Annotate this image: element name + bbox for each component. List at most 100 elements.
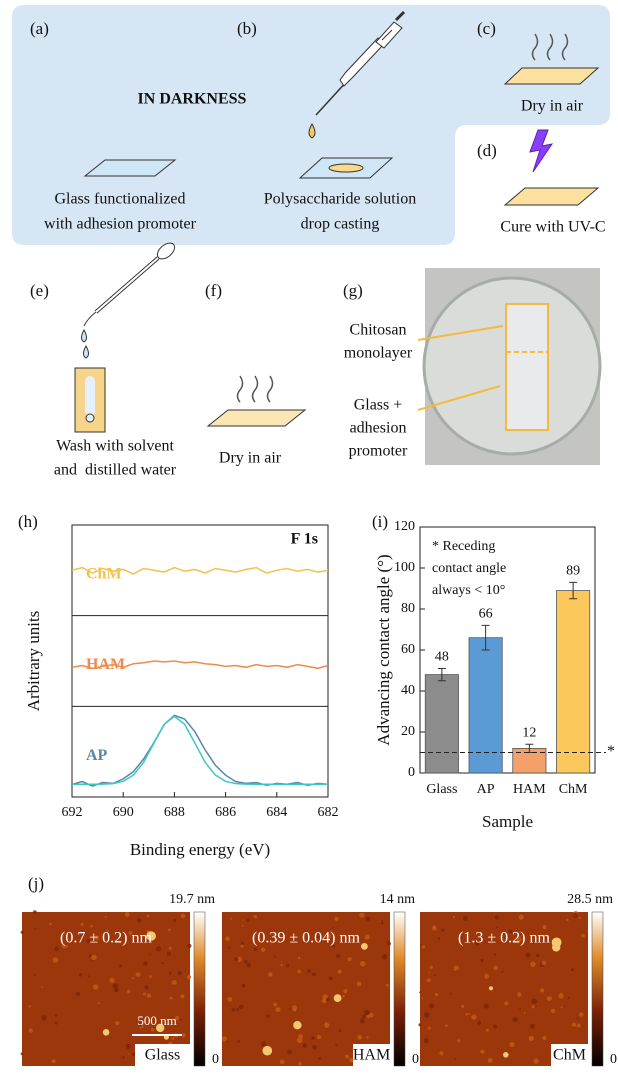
legend-label: HAM xyxy=(86,656,125,673)
afm-texture xyxy=(329,977,333,981)
afm-texture xyxy=(342,995,345,998)
caption: Glass functionalized xyxy=(54,191,185,208)
afm-texture xyxy=(428,972,430,974)
panel-label: (f) xyxy=(205,281,222,300)
afm-feature xyxy=(361,943,368,950)
afm-texture xyxy=(267,1014,270,1017)
annotation: Glass + xyxy=(354,397,403,414)
afm-texture xyxy=(254,948,257,951)
afm-texture xyxy=(422,997,424,999)
panel-label: (d) xyxy=(477,141,497,160)
afm-texture xyxy=(484,1004,489,1009)
bar xyxy=(557,591,590,773)
afm-texture xyxy=(182,1033,186,1037)
annotation: promoter xyxy=(349,443,408,460)
afm-feature xyxy=(503,1052,509,1058)
afm-texture xyxy=(536,954,539,957)
afm-texture xyxy=(254,915,257,918)
afm-texture xyxy=(445,1024,448,1027)
solution-drop xyxy=(329,164,363,172)
color-bar xyxy=(592,912,603,1066)
caption: drop casting xyxy=(301,216,380,233)
x-tick-label: ChM xyxy=(559,782,588,797)
panel-label: (g) xyxy=(343,281,363,300)
value-label: 89 xyxy=(566,564,580,579)
roughness: (0.7 ± 0.2) nm xyxy=(60,930,152,947)
afm-texture xyxy=(222,1037,227,1042)
solvent xyxy=(85,376,95,416)
color-bar-max: 14 nm xyxy=(380,892,416,907)
afm-texture xyxy=(365,935,370,940)
afm-texture xyxy=(273,1003,277,1007)
afm-texture xyxy=(41,987,43,989)
drop xyxy=(84,346,89,358)
drop xyxy=(82,330,87,342)
x-axis-label: Sample xyxy=(482,812,533,831)
afm-texture xyxy=(540,988,544,992)
y-tick-label: 120 xyxy=(394,519,415,534)
afm-texture xyxy=(535,1005,537,1007)
afm-texture xyxy=(90,925,93,928)
afm-texture xyxy=(524,1012,526,1014)
afm-texture xyxy=(276,1007,281,1012)
afm-texture xyxy=(454,965,459,970)
afm-texture xyxy=(237,1040,240,1043)
spectrum-line xyxy=(72,716,328,784)
afm-texture xyxy=(465,1013,467,1015)
panel-label: (j) xyxy=(28,874,44,893)
afm-texture xyxy=(513,1017,518,1022)
afm-texture xyxy=(168,929,171,932)
afm-texture xyxy=(317,1035,321,1039)
afm-texture xyxy=(122,1056,124,1058)
annotation: always < 10° xyxy=(432,583,505,598)
color-bar-max: 19.7 nm xyxy=(169,892,215,907)
reference-label: * xyxy=(607,743,615,760)
afm-texture xyxy=(435,993,438,996)
afm-texture xyxy=(147,993,151,997)
afm-texture xyxy=(170,997,173,1000)
afm-texture xyxy=(457,1039,460,1042)
afm-texture xyxy=(81,923,84,926)
sample-label: HAM xyxy=(353,1047,390,1064)
afm-texture xyxy=(542,925,546,929)
afm-feature xyxy=(263,1046,273,1056)
afm-texture xyxy=(149,975,152,978)
afm-texture xyxy=(369,1013,373,1017)
afm-texture xyxy=(504,1001,508,1005)
afm-texture xyxy=(21,931,24,934)
afm-texture xyxy=(280,964,282,966)
afm-texture xyxy=(387,942,391,946)
x-tick-label: 686 xyxy=(215,805,236,820)
afm-feature xyxy=(334,994,342,1002)
afm-texture xyxy=(287,1050,292,1055)
afm-texture xyxy=(307,969,311,973)
afm-texture xyxy=(478,1021,482,1025)
afm-texture xyxy=(247,963,251,967)
afm-texture xyxy=(144,985,148,989)
color-bar-min: 0 xyxy=(212,1052,219,1067)
afm-texture xyxy=(187,944,191,948)
afm-texture xyxy=(303,1043,307,1047)
afm-texture xyxy=(297,1037,303,1043)
y-tick-label: 100 xyxy=(394,560,415,575)
afm-texture xyxy=(577,1024,581,1028)
afm-texture xyxy=(91,955,96,960)
caption: and distilled water xyxy=(54,462,177,479)
afm-texture xyxy=(169,947,172,950)
color-bar xyxy=(394,912,405,1066)
afm-texture xyxy=(298,1062,301,1065)
afm-texture xyxy=(424,1012,430,1018)
afm-texture xyxy=(463,916,468,921)
color-bar-max: 28.5 nm xyxy=(567,892,613,907)
afm-texture xyxy=(311,1036,314,1039)
afm-texture xyxy=(382,954,388,960)
x-tick-label: 690 xyxy=(113,805,134,820)
afm-texture xyxy=(53,957,59,963)
afm-texture xyxy=(127,990,131,994)
afm-texture xyxy=(268,972,273,977)
afm-texture xyxy=(93,984,98,989)
afm-texture xyxy=(571,968,574,971)
panel-label: (b) xyxy=(237,19,257,38)
afm-texture xyxy=(453,916,455,918)
afm-texture xyxy=(49,923,52,926)
